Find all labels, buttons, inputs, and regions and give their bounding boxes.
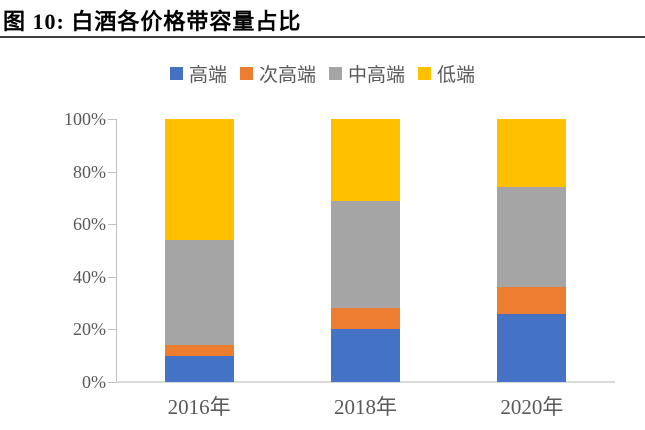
plot-area [116, 119, 615, 382]
x-axis-line [116, 381, 615, 383]
figure-title: 图 10: 白酒各价格带容量占比 [3, 9, 302, 34]
y-axis-line [116, 119, 117, 382]
legend-item-低端: 低端 [418, 60, 475, 87]
y-tick-label: 0% [82, 372, 106, 392]
bar-segment-高端 [497, 313, 567, 382]
y-tick-label: 60% [73, 214, 106, 235]
y-tick-mark [108, 119, 116, 120]
bar-segment-低端 [164, 119, 234, 240]
bar-slot-2016年 [116, 119, 282, 382]
title-divider [0, 36, 645, 38]
bar-segment-高端 [330, 329, 400, 382]
legend-item-中高端: 中高端 [329, 60, 405, 87]
y-tick-label: 20% [73, 319, 106, 340]
legend-label: 高端 [188, 64, 227, 86]
y-tick-label: 100% [64, 109, 106, 129]
chart-legend: 高端 次高端 中高端 低端 [0, 59, 645, 87]
y-tick-label: 80% [73, 161, 106, 182]
y-axis-ticks [108, 119, 116, 383]
stacked-bar-2018年 [330, 119, 400, 382]
bar-slot-2020年 [449, 119, 615, 382]
x-tick-label: 2016年 [167, 395, 231, 419]
y-tick-mark [108, 329, 116, 331]
bar-segment-次高端 [497, 287, 567, 314]
x-axis-labels: 2016年 2018年 2020年 [116, 391, 615, 421]
legend-label: 低端 [437, 64, 476, 86]
legend-swatch-中高端 [329, 66, 342, 80]
legend-swatch-次高端 [239, 66, 253, 80]
legend-swatch-高端 [169, 66, 183, 80]
bar-segment-中高端 [497, 187, 567, 288]
y-tick-mark [108, 382, 116, 383]
stacked-bar-2020年 [497, 119, 567, 382]
legend-item-次高端: 次高端 [239, 60, 316, 87]
y-tick-mark [108, 224, 116, 226]
legend-item-高端: 高端 [169, 60, 227, 87]
legend-label: 次高端 [258, 64, 316, 86]
x-tick-label: 2018年 [333, 395, 397, 419]
y-tick-mark [108, 171, 116, 173]
legend-label: 中高端 [348, 64, 406, 86]
bar-slot-2018年 [282, 119, 448, 382]
x-tick-label: 2020年 [500, 395, 564, 419]
bar-segment-次高端 [330, 308, 400, 330]
bar-segment-低端 [330, 119, 400, 201]
bar-segment-低端 [497, 119, 567, 188]
legend-swatch-低端 [418, 66, 432, 80]
stacked-bar-2016年 [164, 119, 234, 382]
bar-segment-高端 [164, 355, 234, 382]
y-axis-labels: 0% 20% 40% 60% 80% 100% [0, 109, 106, 392]
y-tick-mark [108, 276, 116, 278]
bar-segment-中高端 [330, 200, 400, 309]
y-tick-label: 40% [73, 266, 106, 287]
bar-segment-次高端 [164, 345, 234, 356]
bar-segment-中高端 [164, 240, 234, 346]
